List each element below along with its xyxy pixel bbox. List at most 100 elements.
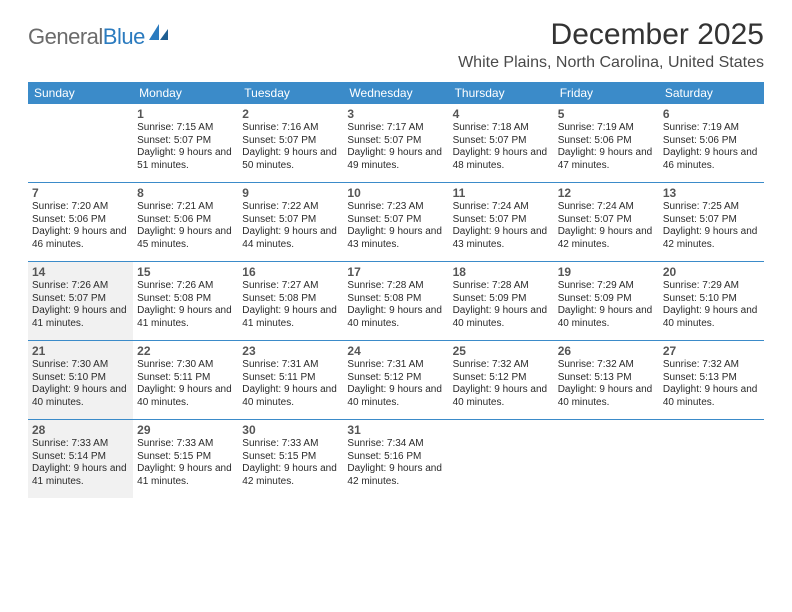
day-number: 3 [347,107,444,121]
day-number: 26 [558,344,655,358]
day-cell: 19Sunrise: 7:29 AMSunset: 5:09 PMDayligh… [554,262,659,340]
week-row: 1Sunrise: 7:15 AMSunset: 5:07 PMDaylight… [28,104,764,182]
day-header-wednesday: Wednesday [343,82,448,104]
day-info: Sunrise: 7:25 AMSunset: 5:07 PMDaylight:… [663,201,760,251]
day-cell: 10Sunrise: 7:23 AMSunset: 5:07 PMDayligh… [343,183,448,261]
day-number: 5 [558,107,655,121]
day-header-friday: Friday [554,82,659,104]
day-info: Sunrise: 7:17 AMSunset: 5:07 PMDaylight:… [347,122,444,172]
day-number: 1 [137,107,234,121]
day-header-sunday: Sunday [28,82,133,104]
day-cell: 28Sunrise: 7:33 AMSunset: 5:14 PMDayligh… [28,420,133,498]
day-cell: 25Sunrise: 7:32 AMSunset: 5:12 PMDayligh… [449,341,554,419]
day-cell: 29Sunrise: 7:33 AMSunset: 5:15 PMDayligh… [133,420,238,498]
day-cell: 14Sunrise: 7:26 AMSunset: 5:07 PMDayligh… [28,262,133,340]
week-row: 7Sunrise: 7:20 AMSunset: 5:06 PMDaylight… [28,182,764,261]
day-number: 8 [137,186,234,200]
calendar-grid: SundayMondayTuesdayWednesdayThursdayFrid… [28,82,764,498]
day-info: Sunrise: 7:20 AMSunset: 5:06 PMDaylight:… [32,201,129,251]
day-cell: 8Sunrise: 7:21 AMSunset: 5:06 PMDaylight… [133,183,238,261]
day-info: Sunrise: 7:29 AMSunset: 5:10 PMDaylight:… [663,280,760,330]
day-info: Sunrise: 7:23 AMSunset: 5:07 PMDaylight:… [347,201,444,251]
day-number: 6 [663,107,760,121]
logo: GeneralBlue [28,24,170,50]
day-cell: 13Sunrise: 7:25 AMSunset: 5:07 PMDayligh… [659,183,764,261]
day-cell: 3Sunrise: 7:17 AMSunset: 5:07 PMDaylight… [343,104,448,182]
day-number: 21 [32,344,129,358]
day-cell: 9Sunrise: 7:22 AMSunset: 5:07 PMDaylight… [238,183,343,261]
day-cell: 12Sunrise: 7:24 AMSunset: 5:07 PMDayligh… [554,183,659,261]
day-cell: 1Sunrise: 7:15 AMSunset: 5:07 PMDaylight… [133,104,238,182]
day-number: 18 [453,265,550,279]
day-cell: 20Sunrise: 7:29 AMSunset: 5:10 PMDayligh… [659,262,764,340]
day-info: Sunrise: 7:24 AMSunset: 5:07 PMDaylight:… [453,201,550,251]
day-cell [659,420,764,498]
day-info: Sunrise: 7:33 AMSunset: 5:15 PMDaylight:… [242,438,339,488]
day-header-row: SundayMondayTuesdayWednesdayThursdayFrid… [28,82,764,104]
day-cell: 11Sunrise: 7:24 AMSunset: 5:07 PMDayligh… [449,183,554,261]
day-cell: 7Sunrise: 7:20 AMSunset: 5:06 PMDaylight… [28,183,133,261]
day-cell: 2Sunrise: 7:16 AMSunset: 5:07 PMDaylight… [238,104,343,182]
day-cell: 17Sunrise: 7:28 AMSunset: 5:08 PMDayligh… [343,262,448,340]
day-number: 2 [242,107,339,121]
sail-icon [148,23,170,48]
day-number: 13 [663,186,760,200]
day-info: Sunrise: 7:31 AMSunset: 5:11 PMDaylight:… [242,359,339,409]
day-info: Sunrise: 7:32 AMSunset: 5:13 PMDaylight:… [663,359,760,409]
day-cell: 15Sunrise: 7:26 AMSunset: 5:08 PMDayligh… [133,262,238,340]
day-number: 17 [347,265,444,279]
logo-text-gray: General [28,24,103,50]
day-number: 16 [242,265,339,279]
day-number: 7 [32,186,129,200]
day-cell: 30Sunrise: 7:33 AMSunset: 5:15 PMDayligh… [238,420,343,498]
day-number: 4 [453,107,550,121]
day-info: Sunrise: 7:33 AMSunset: 5:14 PMDaylight:… [32,438,129,488]
day-cell: 21Sunrise: 7:30 AMSunset: 5:10 PMDayligh… [28,341,133,419]
day-cell: 16Sunrise: 7:27 AMSunset: 5:08 PMDayligh… [238,262,343,340]
day-info: Sunrise: 7:33 AMSunset: 5:15 PMDaylight:… [137,438,234,488]
week-row: 14Sunrise: 7:26 AMSunset: 5:07 PMDayligh… [28,261,764,340]
day-info: Sunrise: 7:30 AMSunset: 5:11 PMDaylight:… [137,359,234,409]
calendar-page: GeneralBlue December 2025 White Plains, … [0,0,792,516]
day-info: Sunrise: 7:18 AMSunset: 5:07 PMDaylight:… [453,122,550,172]
day-cell: 23Sunrise: 7:31 AMSunset: 5:11 PMDayligh… [238,341,343,419]
title-block: December 2025 White Plains, North Caroli… [458,18,764,72]
day-number: 28 [32,423,129,437]
day-info: Sunrise: 7:31 AMSunset: 5:12 PMDaylight:… [347,359,444,409]
day-number: 25 [453,344,550,358]
day-cell: 22Sunrise: 7:30 AMSunset: 5:11 PMDayligh… [133,341,238,419]
day-cell: 5Sunrise: 7:19 AMSunset: 5:06 PMDaylight… [554,104,659,182]
day-number: 19 [558,265,655,279]
day-header-monday: Monday [133,82,238,104]
day-cell: 26Sunrise: 7:32 AMSunset: 5:13 PMDayligh… [554,341,659,419]
day-info: Sunrise: 7:16 AMSunset: 5:07 PMDaylight:… [242,122,339,172]
day-info: Sunrise: 7:22 AMSunset: 5:07 PMDaylight:… [242,201,339,251]
day-info: Sunrise: 7:30 AMSunset: 5:10 PMDaylight:… [32,359,129,409]
header-row: GeneralBlue December 2025 White Plains, … [28,18,764,72]
day-header-thursday: Thursday [449,82,554,104]
day-info: Sunrise: 7:15 AMSunset: 5:07 PMDaylight:… [137,122,234,172]
day-info: Sunrise: 7:34 AMSunset: 5:16 PMDaylight:… [347,438,444,488]
day-number: 23 [242,344,339,358]
day-cell [449,420,554,498]
day-info: Sunrise: 7:32 AMSunset: 5:13 PMDaylight:… [558,359,655,409]
logo-text-blue: Blue [103,24,145,50]
day-cell [28,104,133,182]
week-row: 21Sunrise: 7:30 AMSunset: 5:10 PMDayligh… [28,340,764,419]
day-number: 22 [137,344,234,358]
day-info: Sunrise: 7:19 AMSunset: 5:06 PMDaylight:… [663,122,760,172]
day-number: 14 [32,265,129,279]
day-number: 31 [347,423,444,437]
day-info: Sunrise: 7:19 AMSunset: 5:06 PMDaylight:… [558,122,655,172]
day-info: Sunrise: 7:27 AMSunset: 5:08 PMDaylight:… [242,280,339,330]
week-row: 28Sunrise: 7:33 AMSunset: 5:14 PMDayligh… [28,419,764,498]
day-number: 24 [347,344,444,358]
day-number: 29 [137,423,234,437]
day-info: Sunrise: 7:32 AMSunset: 5:12 PMDaylight:… [453,359,550,409]
day-number: 27 [663,344,760,358]
day-cell: 24Sunrise: 7:31 AMSunset: 5:12 PMDayligh… [343,341,448,419]
day-info: Sunrise: 7:29 AMSunset: 5:09 PMDaylight:… [558,280,655,330]
day-info: Sunrise: 7:28 AMSunset: 5:09 PMDaylight:… [453,280,550,330]
day-header-tuesday: Tuesday [238,82,343,104]
day-number: 20 [663,265,760,279]
